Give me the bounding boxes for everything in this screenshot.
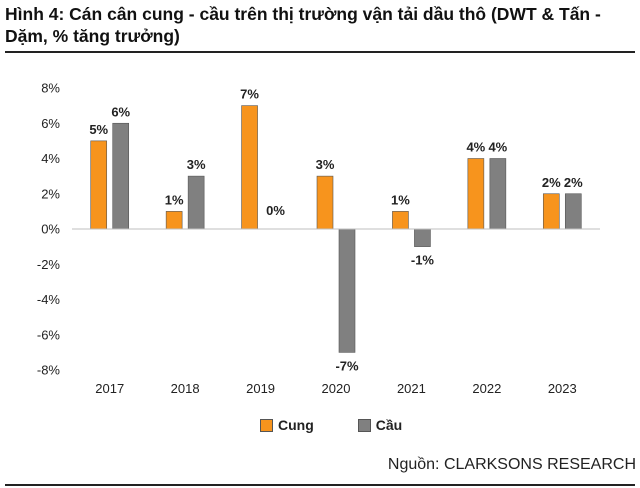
x-tick-label: 2018: [171, 381, 200, 396]
y-tick-label: 0%: [41, 222, 60, 237]
data-label: 7%: [240, 87, 259, 102]
x-tick-label: 2023: [548, 381, 577, 396]
legend-swatch-cung: [260, 418, 273, 432]
x-tick-label: 2022: [472, 381, 501, 396]
data-label: 3%: [316, 157, 335, 172]
data-label: 2%: [542, 175, 561, 190]
legend-item-cau: Cầu: [357, 417, 403, 433]
y-tick-label: 6%: [41, 116, 60, 131]
x-tick-label: 2017: [95, 381, 124, 396]
y-tick-label: -6%: [37, 327, 61, 342]
data-label: -1%: [411, 253, 435, 268]
legend-label-cau: Cầu: [375, 417, 403, 433]
legend-item-cung: Cung: [260, 417, 314, 433]
y-tick-label: 8%: [41, 81, 60, 96]
data-label: 2%: [564, 175, 583, 190]
y-tick-label: -4%: [37, 292, 61, 307]
bar-cung: [90, 140, 108, 230]
data-label: 5%: [89, 122, 108, 137]
bar-cung: [542, 193, 560, 230]
bar-cau: [187, 175, 205, 230]
bar-cung: [392, 211, 409, 230]
y-tick-label: -2%: [37, 257, 61, 272]
bar-cau: [564, 193, 582, 230]
data-label: 6%: [111, 104, 130, 119]
bar-chart: 8%6%4%2%0%-2%-4%-6%-8%5%6%20171%3%20187%…: [37, 81, 600, 396]
legend-label-cung: Cung: [278, 417, 314, 433]
bar-cung: [467, 158, 485, 230]
bar-cau: [414, 228, 431, 247]
legend-swatch-cau: [357, 418, 371, 432]
bar-cung: [241, 105, 258, 230]
source-note: Nguồn: CLARKSONS RESEARCH: [387, 456, 636, 473]
data-label: 4%: [466, 140, 485, 155]
y-tick-label: 2%: [41, 186, 60, 201]
data-label: 0%: [266, 203, 285, 218]
data-label: 4%: [488, 140, 507, 155]
bottom-divider: [5, 484, 635, 486]
x-tick-label: 2021: [397, 381, 426, 396]
bar-cau: [489, 158, 507, 230]
x-tick-label: 2020: [322, 381, 351, 396]
chart-title: Hình 4: Cán cân cung - cầu trên thị trườ…: [5, 4, 601, 46]
data-label: 3%: [187, 157, 206, 172]
data-label: -7%: [335, 358, 359, 373]
bar-cung: [316, 175, 334, 230]
top-divider: [5, 51, 635, 53]
data-label: 1%: [391, 192, 410, 207]
bar-cau: [338, 228, 356, 353]
y-tick-label: 4%: [41, 151, 60, 166]
data-label: 1%: [165, 192, 184, 207]
x-tick-label: 2019: [246, 381, 275, 396]
bar-cung: [165, 211, 183, 230]
legend: Cung Cầu: [260, 417, 402, 433]
y-tick-label: -8%: [37, 363, 61, 378]
bar-cau: [112, 122, 130, 230]
